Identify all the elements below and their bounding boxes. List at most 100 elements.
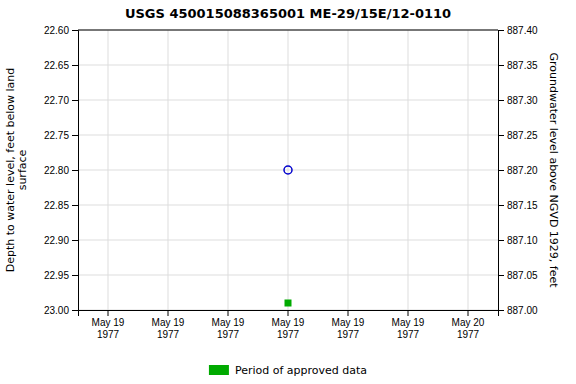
tick-label: 22.95	[44, 270, 69, 281]
tick-label: 22.80	[44, 165, 69, 176]
tick: May 191977	[92, 310, 125, 340]
tick-label: 887.35	[507, 60, 538, 71]
point	[284, 166, 292, 174]
tick-label: May 201977	[452, 317, 485, 340]
grid-line	[108, 30, 109, 310]
tick: 23.00	[44, 305, 78, 316]
grid-line	[408, 30, 409, 310]
tick: May 191977	[152, 310, 185, 340]
axis-line	[72, 31, 79, 311]
tick-label: 22.85	[44, 200, 69, 211]
tick-mark	[498, 240, 504, 241]
tick-label: 887.05	[507, 270, 538, 281]
title: USGS 450015088365001 ME-29/15E/12-0110	[125, 6, 451, 21]
tick-label: May 191977	[92, 317, 125, 340]
tick: 887.05	[498, 270, 538, 281]
tick-label: 22.75	[44, 130, 69, 141]
tick: 22.65	[44, 60, 78, 71]
tick-label: 887.20	[507, 165, 538, 176]
tick-mark	[498, 30, 504, 31]
legend-items: Period of approved data	[209, 364, 367, 377]
tick: 887.25	[498, 130, 538, 141]
grid-line	[168, 30, 169, 310]
tick-mark	[72, 135, 78, 136]
tick: May 191977	[212, 310, 245, 340]
tick: 887.35	[498, 60, 538, 71]
tick-mark	[498, 205, 504, 206]
y2-axis: 887.40 887.35 887.30 887.25 887.20 887.15 887.…	[498, 25, 538, 316]
axis-line	[499, 31, 505, 311]
grid-line	[228, 30, 229, 310]
point	[285, 300, 291, 306]
tick-mark	[168, 310, 169, 316]
tick-label: 887.10	[507, 235, 538, 246]
grid-line	[348, 30, 349, 310]
tick: 22.90	[44, 235, 78, 246]
tick: 22.70	[44, 95, 78, 106]
tick: 887.00	[498, 305, 538, 316]
y-axis-title: Depth to water level, feet below landsur…	[4, 68, 30, 273]
tick: 22.85	[44, 200, 78, 211]
tick-label: May 191977	[152, 317, 185, 340]
tick-mark	[72, 100, 78, 101]
tick-mark	[498, 100, 504, 101]
tick-label: 887.25	[507, 130, 538, 141]
tick: 22.60	[44, 25, 78, 36]
tick: 887.15	[498, 200, 538, 211]
tick-label: 887.30	[507, 95, 538, 106]
tick-label: 23.00	[44, 305, 69, 316]
axis-line	[79, 311, 499, 317]
legend-item: Period of approved data	[209, 364, 367, 377]
tick-mark	[72, 30, 78, 31]
tick-label: May 191977	[212, 317, 245, 340]
tick: 22.80	[44, 165, 78, 176]
tick-mark	[108, 310, 109, 316]
tick: May 191977	[272, 310, 305, 340]
frame-line	[78, 30, 498, 31]
tick: May 191977	[392, 310, 425, 340]
tick-mark	[72, 240, 78, 241]
tick-label: 22.70	[44, 95, 69, 106]
tick-mark	[72, 205, 78, 206]
legend: Period of approved data	[209, 364, 367, 377]
tick: 22.75	[44, 130, 78, 141]
tick-label: 887.40	[507, 25, 538, 36]
tick-mark	[498, 275, 504, 276]
grid-line	[288, 30, 289, 310]
tick-mark	[72, 65, 78, 66]
tick: 887.10	[498, 235, 538, 246]
tick-mark	[468, 310, 469, 316]
chart: May 191977 May 191977 May 191977 May 191977…	[0, 0, 576, 384]
tick-mark	[498, 310, 504, 311]
tick-mark	[72, 275, 78, 276]
tick: 887.40	[498, 25, 538, 36]
tick-label: 887.15	[507, 200, 538, 211]
tick-mark	[498, 170, 504, 171]
tick-label: May 191977	[332, 317, 365, 340]
tick-mark	[228, 310, 229, 316]
tick-mark	[288, 310, 289, 316]
grid	[78, 30, 498, 310]
tick: 887.20	[498, 165, 538, 176]
tick-mark	[348, 310, 349, 316]
tick-label: 22.90	[44, 235, 69, 246]
plot: May 191977 May 191977 May 191977 May 191977…	[4, 25, 560, 340]
tick-mark	[498, 135, 504, 136]
tick-label: 887.00	[507, 305, 538, 316]
tick-label: 22.60	[44, 25, 69, 36]
tick-label: May 191977	[272, 317, 305, 340]
legend-swatch	[209, 365, 229, 375]
marks	[284, 166, 292, 306]
tick: 22.95	[44, 270, 78, 281]
tick: May 191977	[332, 310, 365, 340]
tick: 887.30	[498, 95, 538, 106]
tick-mark	[408, 310, 409, 316]
legend-label: Period of approved data	[235, 364, 367, 377]
tick-label: May 191977	[392, 317, 425, 340]
tick-mark	[72, 170, 78, 171]
y-axis: 22.60 22.65 22.70 22.75 22.80 22.85 22.90 22.95…	[44, 25, 79, 316]
tick-mark	[498, 65, 504, 66]
grid-line	[78, 30, 498, 31]
tick-mark	[72, 310, 78, 311]
tick-label: 22.65	[44, 60, 69, 71]
